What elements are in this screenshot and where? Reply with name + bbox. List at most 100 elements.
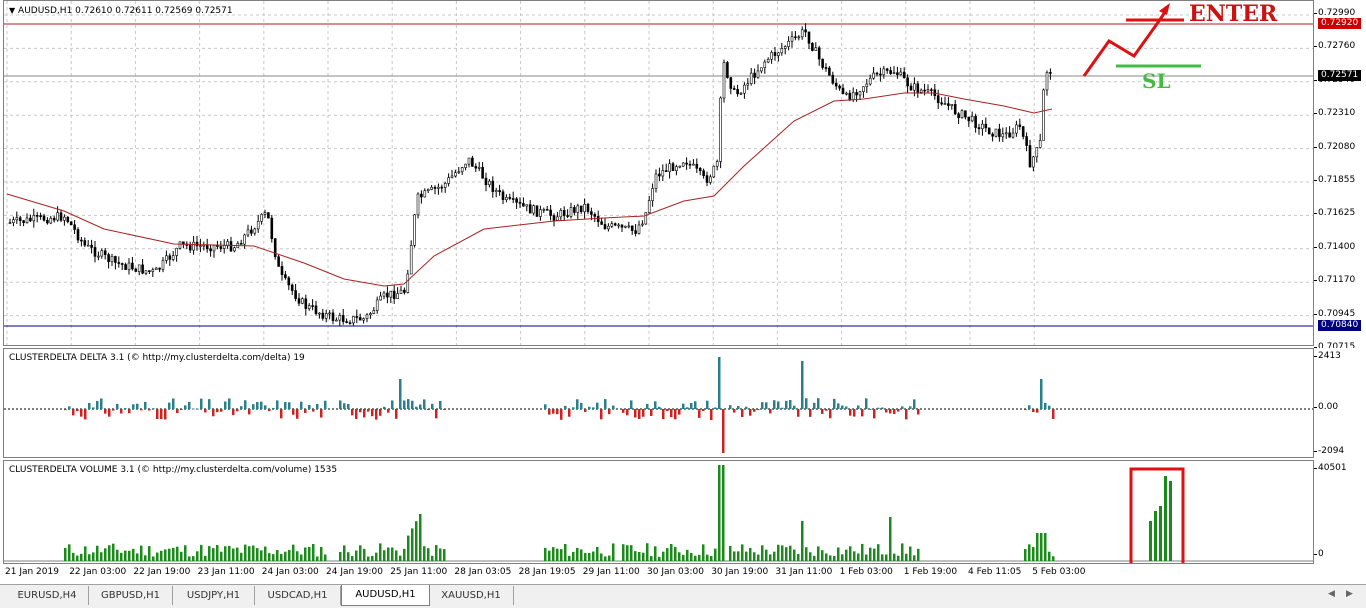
volume-bar <box>580 549 583 561</box>
candle-body <box>739 92 743 95</box>
delta-bar <box>825 409 828 411</box>
delta-bar <box>897 409 900 412</box>
delta-bar <box>391 400 394 409</box>
time-label: 22 Jan 03:00 <box>69 567 127 577</box>
candle-body <box>855 92 858 96</box>
candle-body <box>787 40 790 47</box>
delta-bar <box>572 407 575 409</box>
candle-body <box>841 87 845 94</box>
candle-body <box>375 299 379 311</box>
tab-gbpusd[interactable]: GBPUSD,H1 <box>89 586 173 605</box>
candle-body <box>811 43 814 51</box>
tab-xauusd[interactable]: XAUUSD,H1 <box>429 586 514 605</box>
candle-body <box>681 162 685 167</box>
volume-bar <box>395 550 398 561</box>
delta-bar <box>80 409 83 417</box>
delta-bar <box>431 403 434 409</box>
candle-body <box>726 62 729 78</box>
candle-body <box>913 83 916 91</box>
candle-body <box>440 186 444 189</box>
candle-body <box>865 83 869 87</box>
delta-bar <box>144 401 147 409</box>
sl-annotation: SL <box>1142 69 1171 93</box>
candle-body <box>613 223 617 226</box>
tab-audusd[interactable]: AUDUSD,H1 <box>341 585 430 606</box>
delta-bar <box>244 400 247 409</box>
tab-scroll-right-icon[interactable]: ▶ <box>1346 589 1353 599</box>
candle-body <box>151 269 155 272</box>
candle-body <box>93 247 97 257</box>
volume-bar <box>885 554 888 561</box>
candle-body <box>107 254 110 263</box>
delta-bar <box>260 401 263 409</box>
delta-bar <box>634 409 637 418</box>
candle-body <box>73 224 76 230</box>
volume-bar <box>873 548 876 561</box>
delta-bar <box>686 407 689 409</box>
candle-body <box>828 67 831 76</box>
candle-body <box>858 91 862 96</box>
price-chart-panel[interactable]: ▼ AUDUSD,H1 0.72610 0.72611 0.72569 0.72… <box>3 0 1314 346</box>
delta-panel[interactable]: CLUSTERDELTA DELTA 3.1 (© http://my.clus… <box>3 348 1314 458</box>
candle-body <box>46 219 49 224</box>
candle-body <box>756 70 760 78</box>
volume-panel[interactable]: CLUSTERDELTA VOLUME 3.1 (© http://my.clu… <box>3 460 1314 564</box>
forecast-volume-bar <box>1159 506 1162 561</box>
tab-eurusd[interactable]: EURUSD,H4 <box>6 586 89 605</box>
delta-bar <box>797 409 800 417</box>
delta-bar <box>588 406 591 409</box>
candle-body <box>403 289 406 293</box>
delta-bar <box>152 408 155 410</box>
candle-body <box>355 316 359 318</box>
price-marker-current: 0.72571 <box>1318 70 1362 81</box>
candle-body <box>246 229 250 236</box>
candle-body <box>1028 145 1032 168</box>
delta-bar <box>272 407 275 409</box>
volume-bar <box>761 545 764 561</box>
delta-bar <box>706 400 709 409</box>
candle-body <box>831 74 835 84</box>
delta-bar <box>188 401 191 409</box>
candle-body <box>318 312 321 315</box>
volume-bar <box>741 544 744 561</box>
time-label: 30 Jan 19:00 <box>711 567 769 577</box>
candle-body <box>260 214 263 222</box>
candle-body <box>562 210 566 216</box>
delta-bar <box>276 400 279 409</box>
candle-body <box>743 84 746 94</box>
delta-bar <box>216 409 219 413</box>
candle-body <box>35 215 39 217</box>
tab-usdcad[interactable]: USDCAD,H1 <box>255 586 341 605</box>
candle-body <box>134 268 138 272</box>
delta-bar <box>785 400 788 409</box>
delta-bar <box>626 409 629 416</box>
tab-scroll-left-icon[interactable]: ◀ <box>1328 589 1335 599</box>
delta-bar <box>642 409 645 417</box>
volume-bar <box>300 554 303 561</box>
time-label: 22 Jan 19:00 <box>133 567 191 577</box>
candle-body <box>848 92 852 101</box>
delta-bar <box>212 409 215 417</box>
tab-usdjpy[interactable]: USDJPY,H1 <box>173 586 255 605</box>
candle-body <box>760 67 763 72</box>
candle-body <box>987 127 991 135</box>
candle-body <box>1018 124 1022 127</box>
volume-bar <box>132 548 135 561</box>
volume-bar <box>100 552 103 561</box>
delta-bar <box>749 409 752 416</box>
candle-body <box>896 72 899 75</box>
candle-body <box>80 239 83 242</box>
volume-bar <box>407 535 410 561</box>
time-label: 24 Jan 19:00 <box>326 567 383 577</box>
delta-bar <box>789 400 792 409</box>
triangle-down-icon[interactable]: ▼ <box>9 6 16 15</box>
candle-body <box>569 207 573 217</box>
candle-body <box>671 163 675 171</box>
volume-bar <box>431 555 434 561</box>
volume-bar <box>212 548 215 561</box>
delta-bar <box>224 401 227 409</box>
delta-bar <box>351 409 354 416</box>
volume-bar <box>877 544 880 561</box>
volume-bar <box>1044 533 1047 561</box>
candle-body <box>372 310 376 314</box>
